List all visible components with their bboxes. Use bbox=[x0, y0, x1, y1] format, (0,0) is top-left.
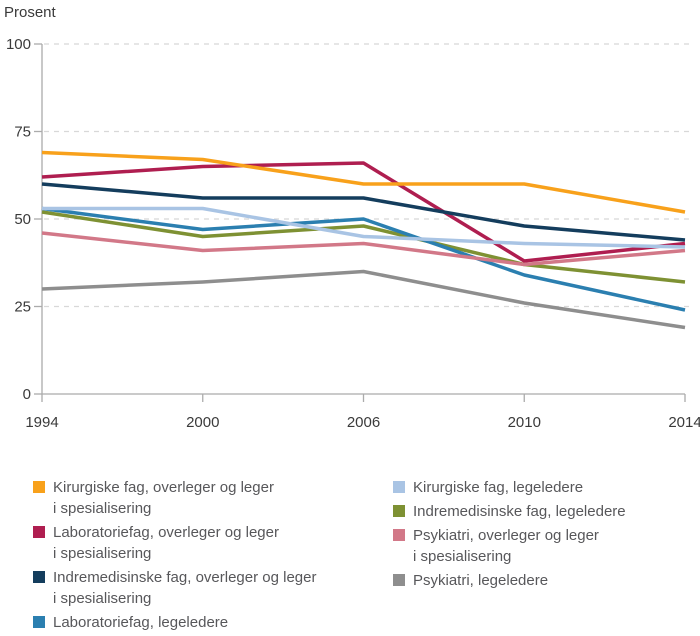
series-line-4 bbox=[42, 206, 686, 249]
legend-item: Kirurgiske fag, legeledere bbox=[393, 477, 693, 498]
x-tick-label: 2010 bbox=[508, 414, 541, 431]
legend-item: Laboratoriefag, overleger og leger i spes… bbox=[33, 522, 373, 564]
y-tick-label: 75 bbox=[14, 124, 31, 141]
legend-swatch bbox=[393, 505, 405, 517]
legend-item: Psykiatri, legeledere bbox=[393, 570, 693, 591]
legend-label: Laboratoriefag, overleger og leger i spes… bbox=[53, 524, 279, 562]
y-tick-label: 25 bbox=[14, 299, 31, 316]
legend-label: Psykiatri, legeledere bbox=[413, 572, 549, 589]
legend-swatch bbox=[33, 481, 45, 493]
y-tick-label: 0 bbox=[23, 386, 31, 403]
chart-title: Prosent bbox=[4, 4, 56, 21]
x-tick-label: 2006 bbox=[347, 414, 380, 431]
x-tick-label: 2014 bbox=[668, 414, 700, 431]
y-tick-label: 50 bbox=[14, 211, 31, 228]
series-line-2 bbox=[41, 182, 686, 242]
series-line-5 bbox=[41, 210, 686, 284]
legend-label: Laboratoriefag, legeledere bbox=[53, 614, 229, 631]
x-tick-label: 1994 bbox=[25, 414, 58, 431]
legend-item: Kirurgiske fag, overleger og leger i spes… bbox=[33, 477, 373, 519]
legend-swatch bbox=[33, 526, 45, 538]
series-line-7 bbox=[41, 269, 686, 330]
legend-item: Laboratoriefag, legeledere bbox=[33, 612, 373, 633]
series-line-0 bbox=[41, 150, 686, 214]
legend-swatch bbox=[393, 481, 405, 493]
series-line-6 bbox=[41, 231, 686, 267]
legend-item: Indremedisinske fag, legeledere bbox=[393, 501, 693, 522]
series-line-1 bbox=[41, 161, 686, 263]
x-tick-label: 2000 bbox=[186, 414, 219, 431]
legend-column-right: Kirurgiske fag, legeledere Indremedisinsk… bbox=[393, 477, 693, 594]
line-chart: 0 25 50 75 100 1994 2000 2006 2010 2014 bbox=[6, 36, 700, 431]
legend-swatch bbox=[393, 529, 405, 541]
legend-label: Kirurgiske fag, overleger og leger i spes… bbox=[53, 479, 274, 517]
legend-swatch bbox=[393, 574, 405, 586]
legend-item: Indremedisinske fag, overleger og leger i… bbox=[33, 567, 373, 609]
legend-label: Indremedisinske fag, legeledere bbox=[413, 503, 626, 520]
legend-label: Indremedisinske fag, overleger og leger i… bbox=[53, 569, 317, 607]
legend-label: Kirurgiske fag, legeledere bbox=[413, 479, 584, 496]
legend-label: Psykiatri, overleger og leger i spesialis… bbox=[413, 527, 599, 565]
legend-column-left: Kirurgiske fag, overleger og leger i spes… bbox=[33, 477, 373, 636]
legend-swatch bbox=[33, 571, 45, 583]
legend-item: Psykiatri, overleger og leger i spesialis… bbox=[393, 525, 693, 567]
legend-swatch bbox=[33, 616, 45, 628]
y-tick-label: 100 bbox=[6, 36, 31, 53]
series-line-3 bbox=[41, 206, 686, 312]
